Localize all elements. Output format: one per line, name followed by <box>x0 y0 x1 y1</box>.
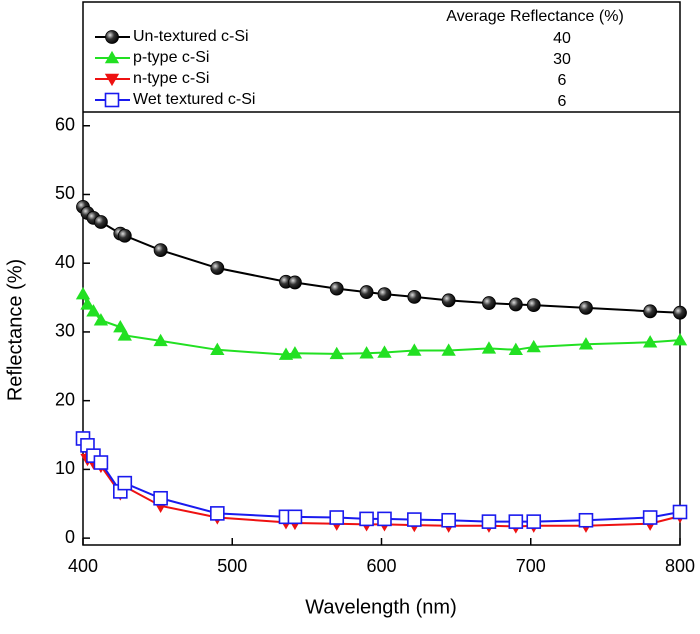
marker <box>441 343 456 356</box>
marker <box>104 73 120 87</box>
marker <box>94 215 108 229</box>
marker <box>672 333 688 346</box>
legend-label: Wet textured c-Si <box>133 91 255 108</box>
marker <box>441 293 456 308</box>
marker <box>526 514 542 529</box>
marker <box>481 514 497 529</box>
marker <box>93 455 109 470</box>
marker <box>482 296 496 310</box>
marker <box>508 514 524 529</box>
marker <box>377 511 392 527</box>
marker <box>642 510 658 525</box>
marker <box>407 343 422 356</box>
y-tick-label: 40 <box>55 252 75 272</box>
marker <box>359 285 374 299</box>
legend-header: Average Reflectance (%) <box>446 8 624 25</box>
y-tick-label: 20 <box>55 389 75 409</box>
marker <box>287 509 303 525</box>
marker <box>93 313 109 326</box>
y-tick-label: 50 <box>55 183 75 203</box>
y-tick-label: 30 <box>55 321 75 341</box>
legend-average: 30 <box>553 51 571 68</box>
marker <box>407 289 422 304</box>
marker <box>117 328 132 341</box>
x-tick-label: 500 <box>217 556 247 576</box>
marker <box>526 339 541 353</box>
marker <box>441 512 456 528</box>
marker <box>481 341 497 354</box>
marker <box>377 287 392 302</box>
marker <box>359 511 374 527</box>
x-tick-label: 800 <box>665 556 695 576</box>
legend-average: 6 <box>558 93 567 110</box>
marker <box>329 281 344 296</box>
x-tick-label: 400 <box>68 556 98 576</box>
x-tick-label: 600 <box>366 556 396 576</box>
legend-label: n-type c-Si <box>133 70 209 87</box>
y-axis-label: Reflectance (%) <box>4 259 26 401</box>
marker <box>104 92 120 108</box>
marker <box>377 345 392 358</box>
marker <box>643 304 658 319</box>
marker <box>210 342 225 356</box>
marker <box>80 297 95 310</box>
marker <box>672 504 688 520</box>
marker <box>578 512 594 528</box>
marker <box>578 337 594 350</box>
marker <box>153 490 168 506</box>
marker <box>210 506 225 521</box>
marker <box>210 261 225 275</box>
legend-label: p-type c-Si <box>133 49 209 66</box>
marker <box>153 243 168 258</box>
marker <box>329 510 345 525</box>
marker <box>643 335 658 348</box>
legend-average: 40 <box>553 30 571 47</box>
x-tick-label: 700 <box>516 556 546 576</box>
marker <box>359 346 374 359</box>
marker <box>407 512 422 527</box>
marker <box>75 286 91 300</box>
marker <box>86 304 101 317</box>
marker <box>329 346 344 360</box>
marker <box>105 30 119 44</box>
marker <box>153 333 168 347</box>
marker <box>287 346 303 359</box>
marker <box>104 50 120 64</box>
y-tick-label: 10 <box>55 458 75 478</box>
x-axis-label: Wavelength (nm) <box>305 596 457 618</box>
marker <box>113 319 128 333</box>
legend-label: Un-textured c-Si <box>133 28 249 45</box>
marker <box>579 300 593 315</box>
marker <box>673 305 687 320</box>
y-tick-label: 60 <box>55 114 75 134</box>
marker <box>117 228 132 243</box>
marker <box>117 475 133 491</box>
marker <box>508 297 523 312</box>
legend-average: 6 <box>558 72 567 89</box>
marker <box>508 342 523 356</box>
marker <box>526 298 541 313</box>
y-tick-label: 0 <box>65 527 75 547</box>
marker <box>288 275 302 290</box>
